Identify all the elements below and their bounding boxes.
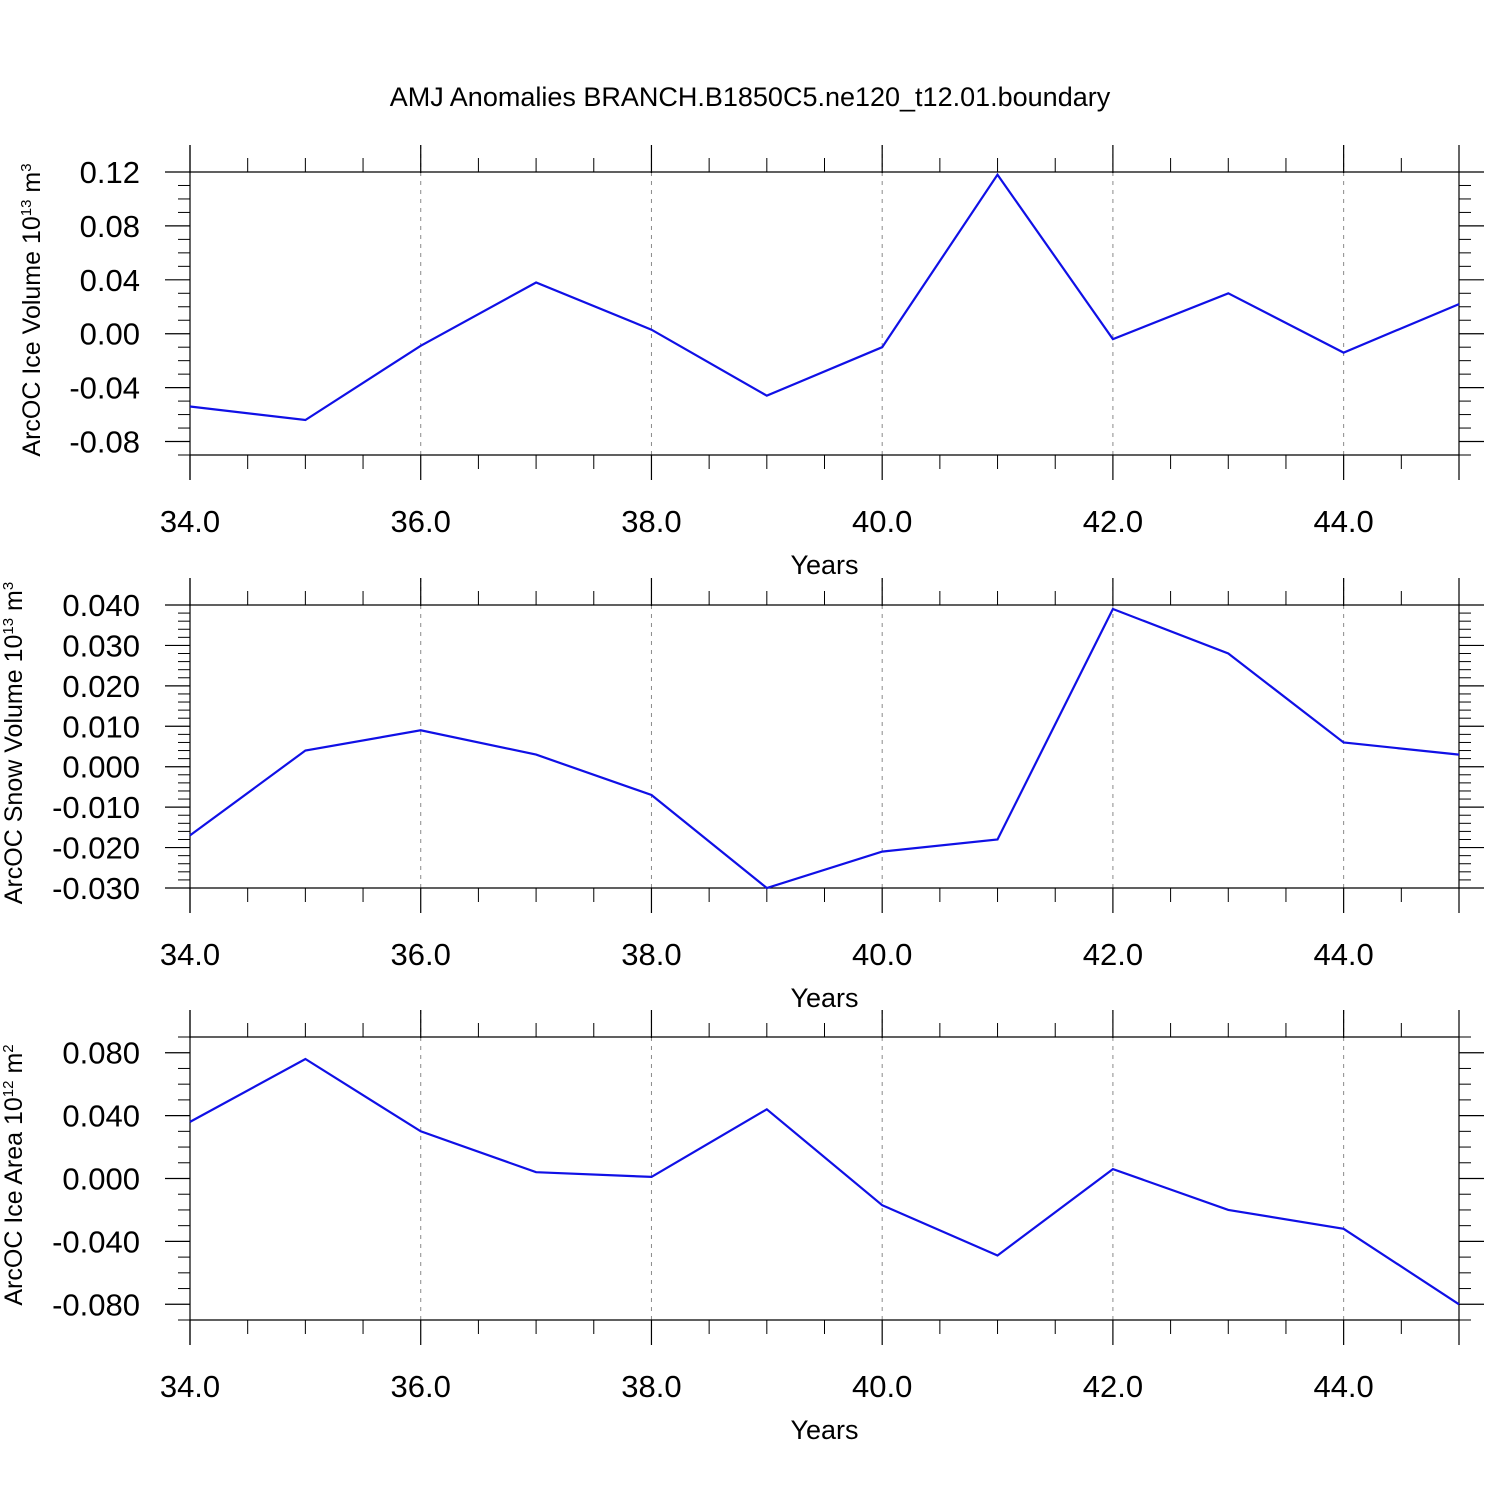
y-tick-label: 0.08 <box>80 209 140 244</box>
y-tick-label: 0.000 <box>62 1162 140 1197</box>
y-tick-label: 0.030 <box>62 628 140 663</box>
y-tick-label: 0.010 <box>62 709 140 744</box>
y-tick-label: 0.00 <box>80 317 140 352</box>
y-tick-label: -0.030 <box>52 871 140 906</box>
x-tick-label: 34.0 <box>160 937 220 972</box>
y-axis-label-superscript: 3 <box>0 582 17 590</box>
y-axis-label-part: ArcOC Ice Volume 10 <box>18 216 46 456</box>
y-tick-label: 0.080 <box>62 1036 140 1071</box>
x-tick-label: 34.0 <box>160 1369 220 1404</box>
y-tick-label: -0.04 <box>69 371 140 406</box>
figure-title: AMJ Anomalies BRANCH.B1850C5.ne120_t12.0… <box>390 82 1111 112</box>
y-tick-label: -0.020 <box>52 831 140 866</box>
chart-panel-2: 34.0 36.0 38.0 40.0 42.0 44.0 -0.030 -0.020 -0.0… <box>0 578 1484 1013</box>
x-axis-label: Years <box>790 983 858 1013</box>
x-tick-label: 38.0 <box>621 504 681 539</box>
series-line <box>190 175 1459 420</box>
x-tick-label: 38.0 <box>621 937 681 972</box>
y-axis-label-superscript: 13 <box>18 200 35 217</box>
y-axis-label-part: m <box>0 1053 28 1081</box>
y-axis-label-part: ArcOC Snow Volume 10 <box>0 635 28 905</box>
y-tick-label: -0.080 <box>52 1287 140 1322</box>
y-tick-label: 0.000 <box>62 750 140 785</box>
y-axis-label: ArcOC Ice Volume 1013 m3 <box>18 163 46 456</box>
y-axis-label-superscript: 12 <box>0 1081 17 1098</box>
y-tick-label: 0.040 <box>62 588 140 623</box>
y-axis-label-superscript: 3 <box>18 163 35 171</box>
x-tick-label: 42.0 <box>1083 937 1143 972</box>
y-axis-label-part: m <box>18 172 46 200</box>
y-axis-label-superscript: 13 <box>0 618 17 635</box>
y-tick-label: 0.04 <box>80 263 140 298</box>
x-tick-label: 44.0 <box>1313 504 1373 539</box>
y-axis-label-superscript: 2 <box>0 1044 17 1052</box>
x-axis-label: Years <box>790 550 858 580</box>
x-tick-label: 36.0 <box>391 937 451 972</box>
x-tick-label: 42.0 <box>1083 1369 1143 1404</box>
x-tick-label: 42.0 <box>1083 504 1143 539</box>
x-tick-label: 36.0 <box>391 1369 451 1404</box>
y-tick-label: 0.020 <box>62 669 140 704</box>
series-line <box>190 609 1459 888</box>
chart-panel-1: 34.0 36.0 38.0 40.0 42.0 44.0 -0.08 -0.04 0.00 0.… <box>18 145 1484 580</box>
x-tick-label: 40.0 <box>852 1369 912 1404</box>
y-axis-label-part: ArcOC Ice Area 10 <box>0 1097 28 1305</box>
y-axis-label-part: m <box>0 590 28 618</box>
y-axis-label: ArcOC Snow Volume 1013 m3 <box>0 582 28 904</box>
x-tick-label: 34.0 <box>160 504 220 539</box>
y-tick-label: 0.12 <box>80 155 140 190</box>
series-line <box>190 1059 1459 1304</box>
y-axis-label: ArcOC Ice Area 1012 m2 <box>0 1044 28 1305</box>
x-tick-label: 40.0 <box>852 504 912 539</box>
x-tick-label: 40.0 <box>852 937 912 972</box>
y-tick-label: 0.040 <box>62 1099 140 1134</box>
x-tick-label: 36.0 <box>391 504 451 539</box>
y-tick-label: -0.08 <box>69 425 140 460</box>
x-axis-label: Years <box>790 1415 858 1445</box>
y-tick-label: -0.010 <box>52 790 140 825</box>
x-tick-label: 38.0 <box>621 1369 681 1404</box>
x-tick-label: 44.0 <box>1313 937 1373 972</box>
y-tick-label: -0.040 <box>52 1224 140 1259</box>
chart-panel-3: 34.0 36.0 38.0 40.0 42.0 44.0 -0.080 -0.040 0.00… <box>0 1010 1484 1445</box>
x-tick-label: 44.0 <box>1313 1369 1373 1404</box>
